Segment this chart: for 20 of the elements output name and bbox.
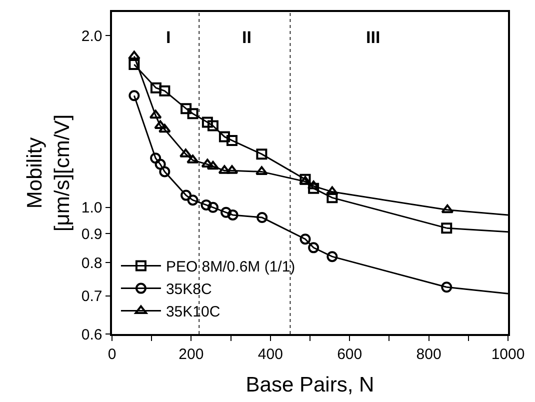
annotation: II [242,28,252,47]
x-tick-label: 600 [337,346,362,363]
y-tick-label: 2.0 [81,28,102,45]
x-tick-label: 400 [258,346,283,363]
x-tick-label: 200 [178,346,204,363]
annotation: I [166,28,171,47]
legend-label: PEO 8M/0.6M (1/1) [166,258,296,276]
legend-label: 35K8C [166,281,212,298]
x-axis-title: Base Pairs, N [246,373,374,396]
legend-label: 35K10C [166,304,220,321]
x-tick-label: 1000 [491,346,525,363]
x-tick-label: 0 [108,346,116,363]
y-tick-label: 0.9 [81,226,102,243]
y-tick-label: 1.0 [81,200,102,217]
y-tick-label: 0.6 [81,326,102,344]
x-tick-label: 800 [416,346,442,363]
y-tick-label: 0.8 [81,254,102,272]
y-tick-label: 0.7 [81,288,102,306]
y-axis-title: Mobility [μm/s][cm/V] [24,114,74,232]
annotation: III [366,28,380,47]
